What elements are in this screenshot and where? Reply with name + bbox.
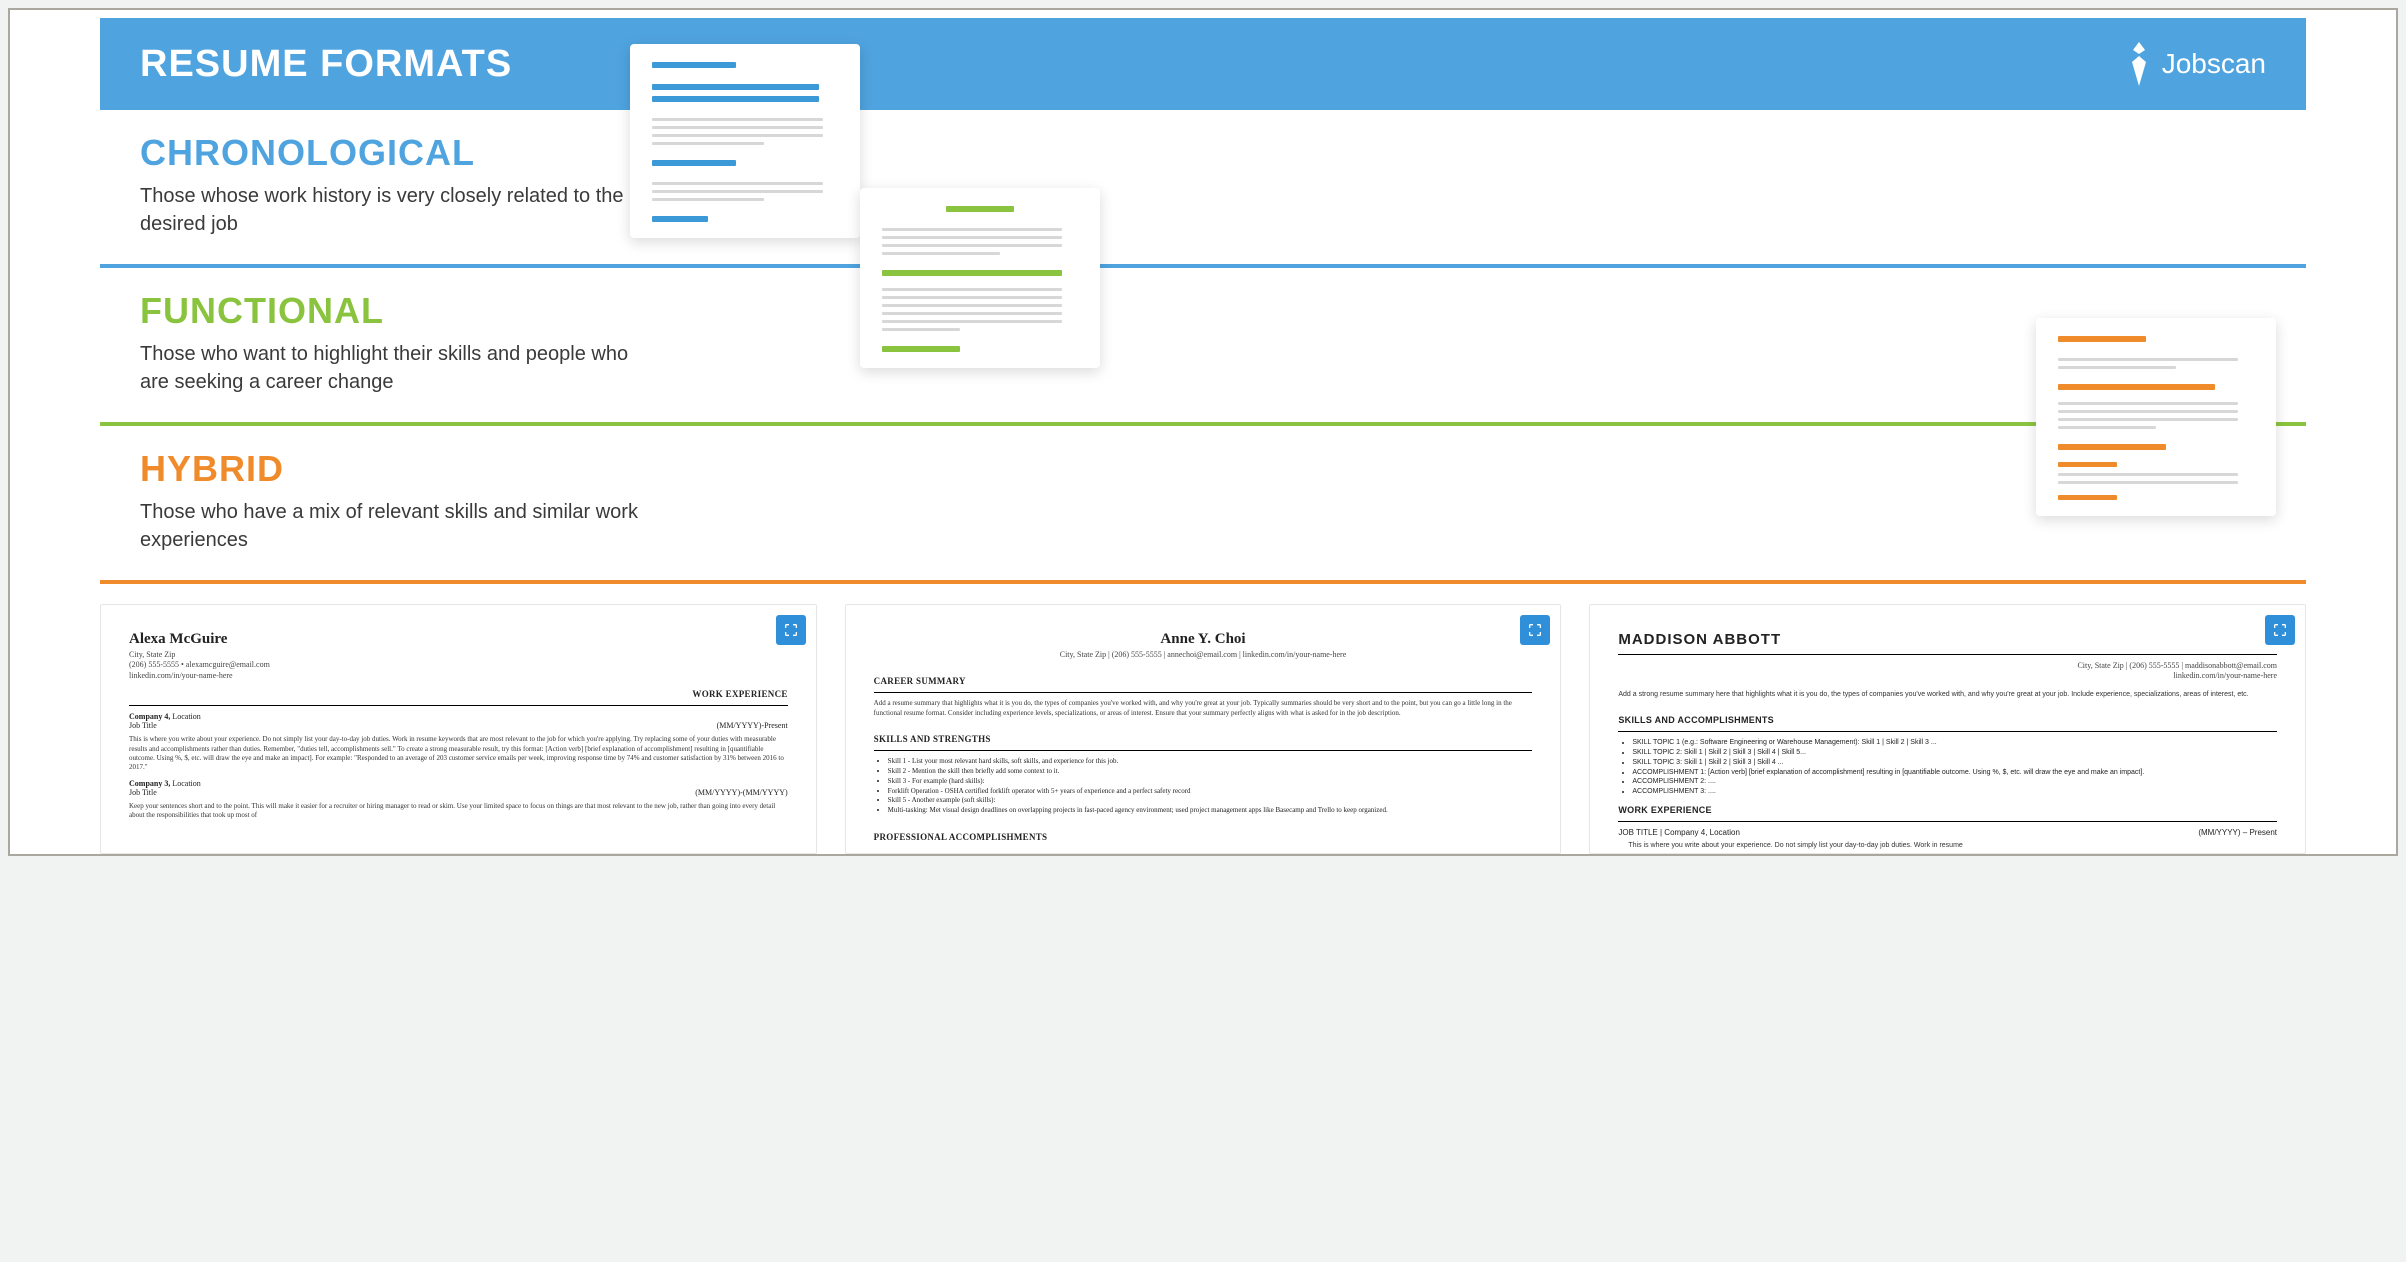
divider: [1618, 654, 2277, 655]
list-item: Skill 1 - List your most relevant hard s…: [888, 757, 1533, 767]
section-desc: Those whose work history is very closely…: [140, 182, 660, 238]
infographic-banner: RESUME FORMATS Jobscan: [100, 18, 2306, 584]
section-desc: Those who want to highlight their skills…: [140, 340, 660, 396]
section-heading: FUNCTIONAL: [140, 290, 2266, 332]
section-heading: CHRONOLOGICAL: [140, 132, 2266, 174]
section-heading: HYBRID: [140, 448, 2266, 490]
mini-doc-hybrid: [2036, 318, 2276, 516]
divider: [874, 750, 1533, 751]
expand-button[interactable]: [2265, 615, 2295, 645]
body-text: Add a strong resume summary here that hi…: [1618, 690, 2277, 699]
list-item: Forklift Operation - OSHA certified fork…: [888, 787, 1533, 797]
mini-doc-chronological: [630, 44, 860, 238]
section-chronological: CHRONOLOGICAL Those whose work history is…: [100, 110, 2306, 268]
list-item: Skill 2 - Mention the skill then briefly…: [888, 767, 1533, 777]
list-item: ACCOMPLISHMENT 1: [Action verb] [brief e…: [1632, 768, 2277, 778]
job-row: Company 3, Location: [129, 779, 788, 788]
section-heading: PROFESSIONAL ACCOMPLISHMENTS: [874, 832, 1533, 842]
banner-title: RESUME FORMATS: [140, 43, 512, 86]
brand-label: Jobscan: [2162, 48, 2266, 80]
divider: [1618, 731, 2277, 732]
body-text: This is where you write about your exper…: [1618, 841, 2277, 850]
page-frame: RESUME FORMATS Jobscan: [8, 8, 2398, 856]
contact-line: (206) 555-5555 • alexamcguire@email.com: [129, 660, 788, 670]
body-text: This is where you write about your exper…: [129, 735, 788, 773]
expand-button[interactable]: [1520, 615, 1550, 645]
mini-doc-functional: [860, 188, 1100, 368]
job-row: Job Title (MM/YYYY)-(MM/YYYY): [129, 788, 788, 797]
list-item: SKILL TOPIC 2: Skill 1 | Skill 2 | Skill…: [1632, 748, 2277, 758]
contact-line: City, State Zip | (206) 555-5555 | maddi…: [1618, 661, 2277, 671]
skills-list: SKILL TOPIC 1 (e.g.: Software Engineerin…: [1618, 738, 2277, 797]
resume-name: Anne Y. Choi: [874, 631, 1533, 648]
job-dates: (MM/YYYY) – Present: [2198, 828, 2277, 837]
job-row: Company 4, Location: [129, 712, 788, 721]
job-dates: (MM/YYYY)-(MM/YYYY): [695, 788, 787, 797]
location: Location: [172, 712, 200, 721]
expand-icon: [2272, 622, 2288, 638]
job-row: Job Title (MM/YYYY)-Present: [129, 721, 788, 730]
section-functional: FUNCTIONAL Those who want to highlight th…: [100, 268, 2306, 426]
company: Company 3,: [129, 779, 170, 788]
list-item: SKILL TOPIC 3: Skill 1 | Skill 2 | Skill…: [1632, 758, 2277, 768]
expand-icon: [783, 622, 799, 638]
body-text: Keep your sentences short and to the poi…: [129, 802, 788, 821]
divider: [1618, 821, 2277, 822]
resume-card-functional: Anne Y. Choi City, State Zip | (206) 555…: [845, 604, 1562, 854]
sections: CHRONOLOGICAL Those whose work history is…: [100, 110, 2306, 584]
body-text: Add a resume summary that highlights wha…: [874, 699, 1533, 718]
contact-line: linkedin.com/in/your-name-here: [129, 671, 788, 681]
job-row: JOB TITLE | Company 4, Location (MM/YYYY…: [1618, 828, 2277, 837]
section-hybrid: HYBRID Those who have a mix of relevant s…: [100, 426, 2306, 584]
job-title: JOB TITLE | Company 4, Location: [1618, 828, 1740, 837]
resume-card-chronological: Alexa McGuire City, State Zip (206) 555-…: [100, 604, 817, 854]
contact-line: linkedin.com/in/your-name-here: [1618, 671, 2277, 681]
resume-name: MADDISON ABBOTT: [1618, 631, 2277, 648]
section-heading: CAREER SUMMARY: [874, 676, 1533, 686]
location: Location: [172, 779, 200, 788]
resume-cards-row: Alexa McGuire City, State Zip (206) 555-…: [10, 584, 2396, 854]
section-heading: WORK EXPERIENCE: [129, 689, 788, 699]
list-item: SKILL TOPIC 1 (e.g.: Software Engineerin…: [1632, 738, 2277, 748]
contact-line: City, State Zip: [129, 650, 788, 660]
section-heading: WORK EXPERIENCE: [1618, 805, 2277, 815]
banner-header: RESUME FORMATS Jobscan: [100, 18, 2306, 110]
jobscan-logo-icon: [2126, 40, 2152, 88]
list-item: Skill 3 - For example (hard skills):: [888, 777, 1533, 787]
list-item: ACCOMPLISHMENT 3: ....: [1632, 787, 2277, 797]
section-heading: SKILLS AND STRENGTHS: [874, 734, 1533, 744]
list-item: Multi-tasking: Met visual design deadlin…: [888, 806, 1533, 816]
resume-name: Alexa McGuire: [129, 631, 788, 648]
expand-button[interactable]: [776, 615, 806, 645]
divider: [129, 705, 788, 706]
skills-list: Skill 1 - List your most relevant hard s…: [874, 757, 1533, 816]
list-item: ACCOMPLISHMENT 2: ....: [1632, 777, 2277, 787]
job-dates: (MM/YYYY)-Present: [717, 721, 788, 730]
divider: [874, 692, 1533, 693]
contact-line: City, State Zip | (206) 555-5555 | annec…: [874, 650, 1533, 660]
list-item: Skill 5 - Another example (soft skills):: [888, 796, 1533, 806]
section-heading: SKILLS AND ACCOMPLISHMENTS: [1618, 715, 2277, 725]
expand-icon: [1527, 622, 1543, 638]
section-desc: Those who have a mix of relevant skills …: [140, 498, 660, 554]
resume-card-hybrid: MADDISON ABBOTT City, State Zip | (206) …: [1589, 604, 2306, 854]
company: Company 4,: [129, 712, 170, 721]
job-title: Job Title: [129, 721, 157, 730]
brand: Jobscan: [2126, 40, 2266, 88]
job-title: Job Title: [129, 788, 157, 797]
